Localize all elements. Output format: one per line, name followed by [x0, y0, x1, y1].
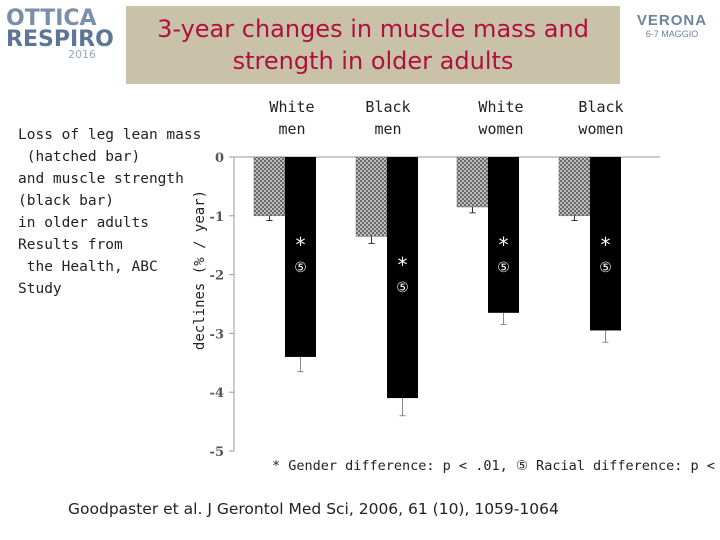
lean-mass-bar [355, 156, 388, 237]
y-tick-label: -5 [210, 445, 224, 460]
y-tick-label: 0 [215, 151, 224, 166]
group-label-black-women: Black women [578, 98, 624, 138]
y-tick-label: -1 [210, 210, 224, 225]
verona-logo-line1: VERONA [636, 12, 708, 29]
lean-mass-bar [558, 156, 591, 217]
y-tick-label: -4 [210, 386, 224, 401]
racial-difference-symbol: ⑤ [294, 260, 307, 276]
strength-bar [285, 157, 316, 357]
group-label-white-men: White men [269, 98, 315, 138]
description-line: Results from [18, 237, 123, 253]
verona-logo: VERONA 6-7 MAGGIO [628, 12, 716, 52]
description-line: Loss of leg lean mass [18, 127, 202, 143]
slide-title: 3-year changes in muscle mass and streng… [157, 15, 589, 75]
description-line: the Health, ABC [18, 259, 158, 275]
gender-difference-star: * [294, 233, 306, 257]
group-label-white-women: White women [478, 98, 524, 138]
description-line: and muscle strength [18, 171, 184, 187]
strength-bar [387, 157, 418, 399]
strength-bar [488, 157, 519, 313]
racial-difference-symbol: ⑤ [599, 260, 612, 276]
title-banner: 3-year changes in muscle mass and streng… [126, 6, 620, 84]
y-tick-label: -3 [210, 327, 224, 342]
description-line: Study [18, 281, 62, 297]
logo-line1: OTTICA [6, 6, 97, 31]
verona-logo-line2: 6-7 MAGGIO [645, 29, 699, 39]
racial-difference-symbol: ⑤ [396, 280, 409, 296]
lean-mass-bar [253, 156, 286, 217]
logo-year: 2016 [68, 48, 96, 61]
description-line: (hatched bar) [18, 149, 141, 165]
gender-difference-star: * [599, 233, 611, 257]
description-line: (black bar) [18, 193, 115, 209]
logo-line2: RESPIRO [6, 27, 114, 52]
gender-difference-star: * [497, 233, 509, 257]
citation: Goodpaster et al. J Gerontol Med Sci, 20… [68, 500, 559, 518]
gender-difference-star: * [396, 253, 408, 277]
ottica-respiro-logo: OTTICA RESPIRO 2016 [6, 8, 126, 68]
description-text: Loss of leg lean mass (hatched bar) and … [18, 124, 208, 300]
y-tick-label: -2 [210, 269, 224, 284]
description-line: in older adults [18, 215, 149, 231]
footnote: * Gender difference: p < .01, ⑤ Racial d… [272, 458, 720, 474]
group-label-black-men: Black men [365, 98, 411, 138]
racial-difference-symbol: ⑤ [497, 260, 510, 276]
strength-bar [590, 157, 621, 331]
lean-mass-bar [456, 156, 489, 208]
